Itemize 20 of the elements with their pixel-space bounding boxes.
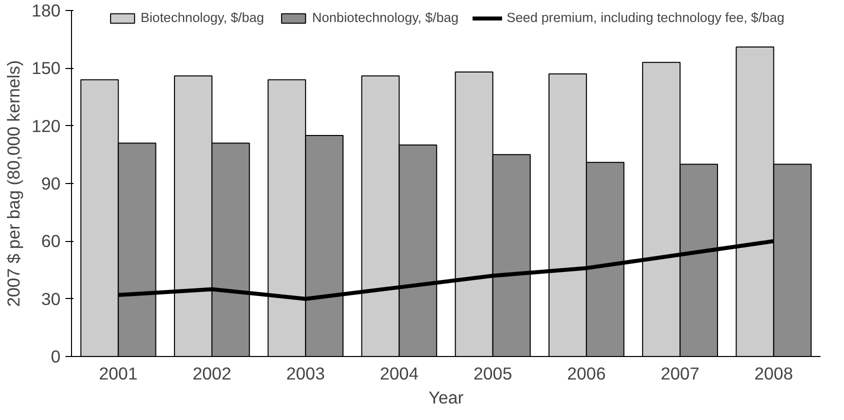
y-tick-label: 180 [32, 0, 61, 20]
x-tick-label: 2004 [380, 364, 419, 384]
x-tick-label: 2006 [567, 364, 606, 384]
y-tick-label: 90 [41, 174, 61, 194]
y-tick-label: 30 [41, 288, 61, 309]
y-tick-label: 120 [32, 116, 61, 136]
x-axis-title: Year [428, 388, 464, 408]
x-tick-label: 2001 [99, 364, 138, 384]
y-tick-label: 60 [41, 231, 61, 252]
x-tick-label: 2008 [754, 364, 793, 384]
legend-label: Biotechnology, $/bag [140, 10, 264, 25]
y-tick-label: 0 [50, 346, 61, 366]
x-tick-label: 2003 [286, 364, 325, 384]
y-axis-title: 2007 $ per bag (80,000 kernels) [4, 60, 24, 307]
y-tick-label: 150 [32, 58, 61, 78]
legend-label: Seed premium, including technology fee, $/bag [506, 10, 784, 25]
x-tick-label: 2002 [192, 364, 232, 384]
x-tick-label: 2007 [660, 364, 700, 384]
x-tick-label: 2005 [474, 364, 512, 384]
legend-label: Nonbiotechnology, $/bag [312, 10, 459, 25]
